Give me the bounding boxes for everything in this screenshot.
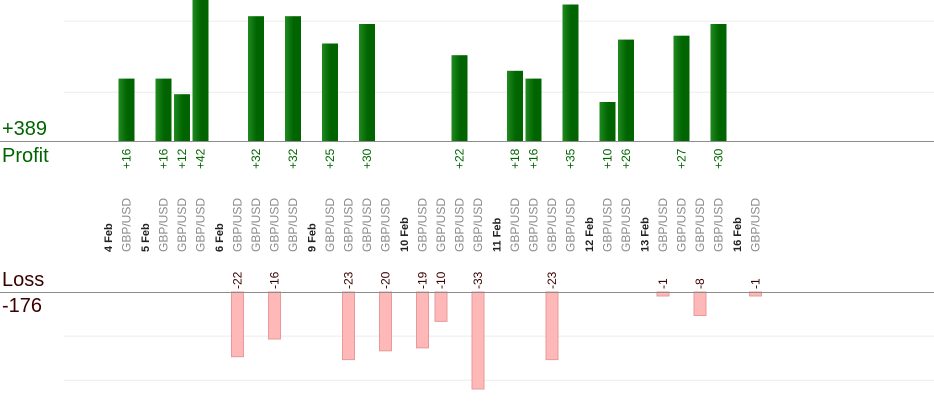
bars bbox=[118, 0, 762, 390]
loss-total: -176 bbox=[2, 295, 43, 317]
pair-label: GBP/USD bbox=[693, 198, 707, 252]
loss-bar bbox=[416, 291, 429, 349]
profit-bar bbox=[525, 78, 542, 141]
grid-lines bbox=[64, 20, 934, 381]
profit-total: +389 bbox=[2, 118, 48, 140]
pair-label: GBP/USD bbox=[157, 198, 171, 252]
pair-label: GBP/USD bbox=[120, 198, 134, 252]
profit-value-label: +35 bbox=[564, 148, 578, 169]
pair-label: GBP/USD bbox=[175, 198, 189, 252]
loss-value-label: -8 bbox=[693, 278, 707, 289]
date-label: 10 Feb bbox=[399, 217, 411, 252]
profit-value-label: +16 bbox=[527, 148, 541, 169]
loss-bar bbox=[693, 291, 707, 317]
profit-value-label: +30 bbox=[360, 148, 374, 169]
date-label: 5 Feb bbox=[140, 223, 152, 252]
loss-bar bbox=[342, 291, 355, 361]
pair-label: GBP/USD bbox=[508, 198, 522, 252]
pair-label: GBP/USD bbox=[675, 198, 689, 252]
loss-value-label: -33 bbox=[471, 271, 485, 289]
axis-lines bbox=[0, 141, 934, 293]
loss-bar bbox=[545, 291, 559, 361]
loss-value-label: -10 bbox=[434, 271, 448, 289]
profit-value-label: +16 bbox=[157, 148, 171, 169]
date-label: 12 Feb bbox=[584, 217, 596, 252]
profit-bar bbox=[322, 43, 338, 141]
pair-label: GBP/USD bbox=[249, 198, 263, 252]
loss-value-label: -23 bbox=[545, 271, 559, 289]
profit-value-label: +42 bbox=[194, 148, 208, 169]
pair-label: GBP/USD bbox=[656, 198, 670, 252]
profit-value-label: +27 bbox=[675, 148, 689, 169]
profit-value-label: +25 bbox=[323, 148, 337, 169]
profit-bar bbox=[155, 78, 172, 141]
pair-label: GBP/USD bbox=[323, 198, 337, 252]
pair-label: GBP/USD bbox=[471, 198, 485, 252]
pair-label: GBP/USD bbox=[601, 198, 615, 252]
loss-bar bbox=[379, 291, 392, 352]
loss-bar bbox=[434, 291, 448, 322]
loss-bar bbox=[268, 291, 281, 340]
pair-label: GBP/USD bbox=[360, 198, 374, 252]
pair-label: GBP/USD bbox=[379, 198, 393, 252]
profit-value-label: +32 bbox=[286, 148, 300, 169]
date-label: 13 Feb bbox=[640, 217, 652, 252]
pair-label: GBP/USD bbox=[712, 198, 726, 252]
profit-bar bbox=[118, 78, 135, 141]
pair-label: GBP/USD bbox=[231, 198, 245, 252]
profit-bar bbox=[599, 102, 616, 141]
loss-value-label: -1 bbox=[749, 278, 763, 289]
pair-label: GBP/USD bbox=[268, 198, 282, 252]
profit-bar bbox=[710, 24, 727, 141]
loss-bar bbox=[231, 291, 244, 358]
pair-label: GBP/USD bbox=[194, 198, 208, 252]
date-label: 16 Feb bbox=[732, 217, 744, 252]
profit-value-label: +16 bbox=[120, 148, 134, 169]
pair-label: GBP/USD bbox=[342, 198, 356, 252]
profit-bar bbox=[248, 16, 264, 142]
profit-label: Profit bbox=[2, 145, 49, 167]
pair-label: GBP/USD bbox=[434, 198, 448, 252]
loss-value-label: -22 bbox=[231, 271, 245, 289]
loss-value-label: -16 bbox=[268, 271, 282, 289]
loss-label: Loss bbox=[2, 269, 45, 291]
profit-bar bbox=[507, 70, 523, 141]
loss-value-label: -19 bbox=[416, 271, 430, 289]
date-label: 4 Feb bbox=[103, 223, 115, 252]
category-labels: 4 Feb GBP/USD 5 Feb GBP/USD GBP/USD GBP/USD 6 … bbox=[103, 198, 763, 252]
profit-value-label: +32 bbox=[249, 148, 263, 169]
pair-label: GBP/USD bbox=[453, 198, 467, 252]
pair-label: GBP/USD bbox=[416, 198, 430, 252]
pair-label: GBP/USD bbox=[286, 198, 300, 252]
pair-label: GBP/USD bbox=[619, 198, 633, 252]
loss-value-label: -20 bbox=[379, 271, 393, 289]
profit-bar bbox=[562, 4, 579, 141]
profit-bar bbox=[618, 39, 634, 141]
date-label: 9 Feb bbox=[307, 223, 319, 252]
profit-value-label: +22 bbox=[453, 148, 467, 169]
date-label: 11 Feb bbox=[492, 217, 504, 252]
profit-bar bbox=[673, 35, 690, 142]
value-labels: +16 +16 +12 +42-22+32-16+32 +25-23+30-20 -19-… bbox=[120, 148, 763, 289]
profit-value-label: +10 bbox=[601, 148, 615, 169]
pair-label: GBP/USD bbox=[545, 198, 559, 252]
profit-bar bbox=[285, 16, 301, 142]
loss-value-label: -1 bbox=[656, 278, 670, 289]
profit-value-label: +30 bbox=[712, 148, 726, 169]
profit-bar bbox=[451, 55, 468, 142]
loss-bar bbox=[471, 291, 485, 390]
pair-label: GBP/USD bbox=[564, 198, 578, 252]
pair-label: GBP/USD bbox=[749, 198, 763, 252]
profit-value-label: +12 bbox=[175, 148, 189, 169]
pair-label: GBP/USD bbox=[527, 198, 541, 252]
loss-value-label: -23 bbox=[342, 271, 356, 289]
profit-value-label: +18 bbox=[508, 148, 522, 169]
profit-bar bbox=[359, 24, 375, 141]
profit-bar bbox=[192, 0, 209, 142]
profit-value-label: +26 bbox=[619, 148, 633, 169]
date-label: 6 Feb bbox=[214, 223, 226, 252]
profit-bar bbox=[174, 94, 190, 141]
